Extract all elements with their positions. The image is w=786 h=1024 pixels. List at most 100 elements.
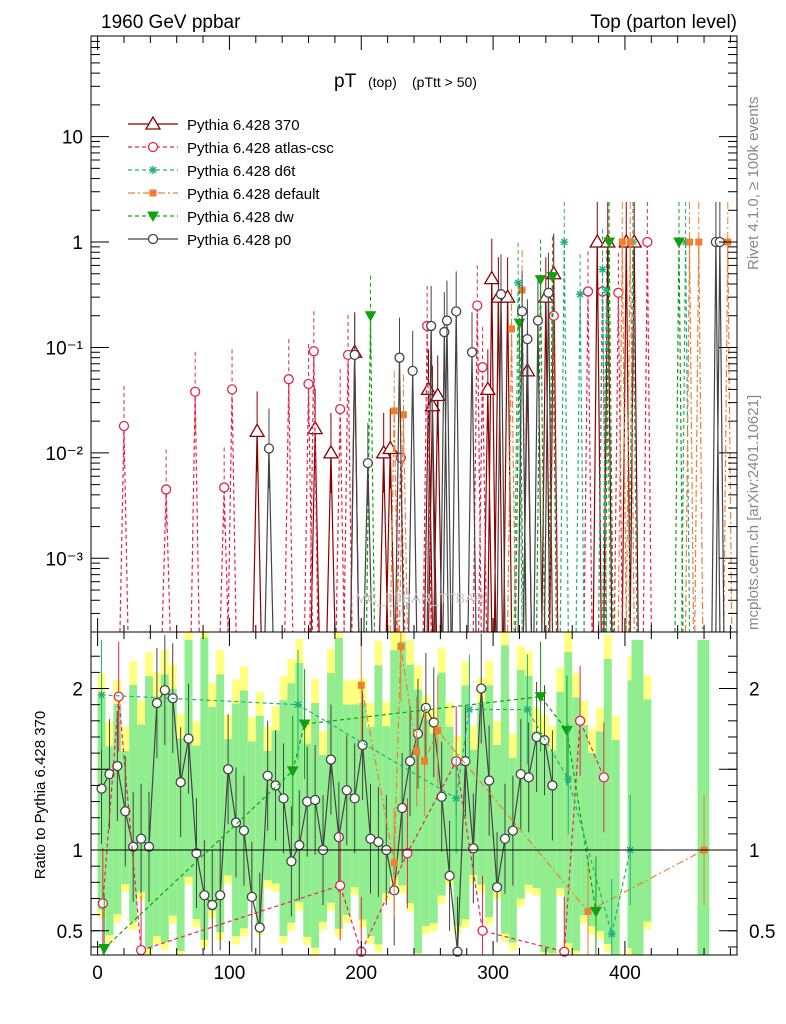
band-inner bbox=[390, 650, 399, 877]
legend-label: Pythia 6.428 dw bbox=[187, 209, 294, 226]
title-sub: (top) bbox=[368, 74, 397, 90]
band-inner bbox=[580, 725, 589, 916]
legend-label: Pythia 6.428 default bbox=[187, 186, 320, 203]
ratio-line bbox=[101, 688, 554, 952]
ratio-point bbox=[468, 843, 479, 854]
data-point bbox=[477, 362, 488, 373]
ratio-point bbox=[476, 683, 487, 694]
band-inner bbox=[421, 719, 430, 927]
legend-label: Pythia 6.428 atlas-csc bbox=[187, 140, 334, 157]
data-point bbox=[582, 286, 594, 297]
ratio-y-label-left: 2 bbox=[72, 680, 83, 701]
ratio-point bbox=[483, 775, 495, 786]
legend-marker bbox=[147, 233, 159, 245]
ratio-point bbox=[452, 946, 463, 957]
data-point bbox=[548, 310, 559, 321]
title-cut: (pTtt > 50) bbox=[412, 74, 477, 90]
ratio-point bbox=[286, 856, 297, 867]
legend-marker bbox=[149, 189, 157, 197]
data-point bbox=[451, 306, 462, 317]
band-inner bbox=[643, 699, 652, 922]
legend: Pythia 6.428 370 Pythia 6.428 atlas-csc Py… bbox=[128, 115, 334, 249]
ratio-y-label-left: 1 bbox=[72, 841, 83, 862]
mcplots-label: mcplots.cern.ch [arXiv:2401.10621] bbox=[745, 395, 762, 630]
band-inner bbox=[453, 760, 462, 926]
data-point bbox=[483, 270, 500, 285]
ratio-point bbox=[444, 870, 455, 882]
ratio-point bbox=[491, 882, 503, 893]
legend-label: Pythia 6.428 p0 bbox=[187, 232, 291, 249]
ratio-point bbox=[159, 684, 170, 696]
data-point bbox=[516, 306, 528, 317]
band-inner bbox=[295, 663, 304, 903]
ratio-point bbox=[294, 840, 305, 851]
ratio-point bbox=[112, 760, 123, 772]
data-point bbox=[495, 289, 507, 300]
ratio-point bbox=[598, 772, 609, 783]
band-inner bbox=[105, 746, 114, 936]
band-inner bbox=[631, 640, 644, 955]
ratio-point bbox=[238, 825, 250, 836]
ratio-y-label-right: 0.5 bbox=[749, 922, 775, 943]
data-point bbox=[626, 238, 634, 246]
rivet-label: Rivet 4.1.0, ≥ 100k events bbox=[745, 97, 762, 270]
ratio-point bbox=[561, 726, 573, 737]
data-point bbox=[598, 265, 607, 274]
data-point bbox=[560, 238, 569, 247]
band-inner bbox=[572, 697, 581, 951]
band-inner bbox=[611, 739, 620, 955]
legend-entry: Pythia 6.428 370 bbox=[128, 115, 300, 134]
ratio-point bbox=[507, 825, 519, 836]
data-point bbox=[441, 315, 453, 326]
ratio-point bbox=[523, 772, 534, 783]
ratio-point bbox=[404, 756, 416, 767]
plot-title: pT (top) (pTtt > 50) bbox=[334, 71, 477, 92]
ratio-panel-axes: 2 2 1 1 0.5 0.5 0 100 200 300 400 bbox=[57, 631, 775, 984]
series-2 bbox=[513, 202, 691, 633]
data-point bbox=[335, 403, 346, 415]
main-panel: MC_TTBAR_TTBAR 10 1 10⁻¹ 10⁻² 10⁻³ pT (top) … bbox=[46, 35, 738, 633]
x-tick-label: 300 bbox=[477, 963, 509, 984]
ratio-series-3 bbox=[98, 641, 602, 955]
band-inner bbox=[532, 731, 541, 888]
data-point bbox=[543, 287, 554, 298]
ratio-point bbox=[335, 880, 346, 891]
ratio-point bbox=[207, 899, 218, 911]
data-point bbox=[603, 237, 615, 249]
ratio-point bbox=[436, 791, 447, 802]
band-inner bbox=[697, 640, 710, 955]
legend-entry: Pythia 6.428 p0 bbox=[128, 232, 291, 249]
ratio-point bbox=[452, 794, 461, 803]
ratio-point bbox=[607, 930, 616, 939]
ratio-point bbox=[390, 859, 398, 867]
data-point bbox=[686, 238, 694, 246]
ratio-point bbox=[97, 898, 109, 909]
data-point bbox=[362, 457, 374, 469]
data-point bbox=[190, 386, 201, 397]
data-point bbox=[642, 236, 653, 248]
data-point bbox=[466, 347, 478, 358]
x-tick-label: 400 bbox=[609, 963, 641, 984]
data-point bbox=[576, 290, 585, 299]
main-panel-axes: 10 1 10⁻¹ 10⁻² 10⁻³ bbox=[46, 35, 738, 633]
legend-marker bbox=[144, 115, 162, 130]
ratio-point bbox=[113, 691, 124, 702]
ratio-point bbox=[286, 766, 299, 777]
data-point bbox=[589, 233, 606, 248]
ratio-point bbox=[98, 944, 111, 955]
header-left: 1960 GeV ppbar bbox=[101, 12, 241, 33]
data-point bbox=[390, 407, 398, 415]
ratio-point bbox=[420, 702, 432, 714]
legend-entry: Pythia 6.428 atlas-csc bbox=[128, 140, 334, 157]
band-inner bbox=[160, 674, 169, 943]
ratio-line bbox=[360, 646, 705, 913]
data-point bbox=[248, 423, 266, 438]
header-right: Top (parton level) bbox=[590, 12, 737, 33]
ratio-point bbox=[143, 841, 155, 852]
ratio-point bbox=[428, 717, 439, 728]
data-point bbox=[602, 286, 611, 295]
ratio-point bbox=[357, 681, 365, 689]
ratio-point bbox=[151, 697, 163, 709]
legend-entry: Pythia 6.428 default bbox=[128, 186, 320, 203]
ratio-point bbox=[397, 643, 405, 651]
